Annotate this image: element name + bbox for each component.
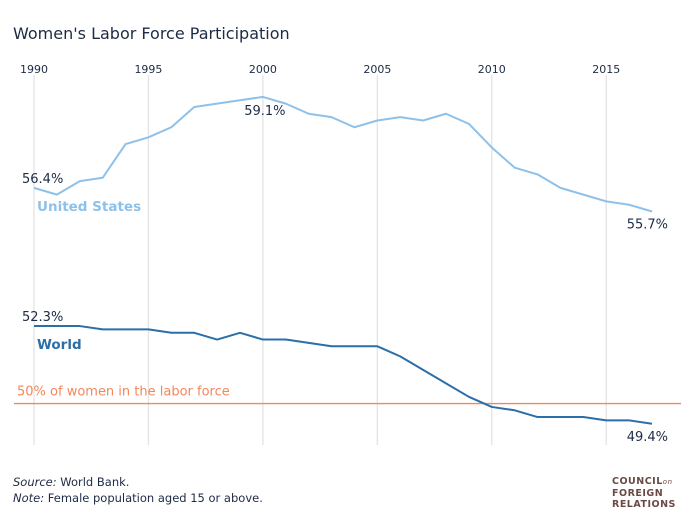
note-label: Note: xyxy=(13,491,45,505)
source-label: Source: xyxy=(13,475,57,489)
data-label: 52.3% xyxy=(22,310,63,325)
note-text: Female population aged 15 or above. xyxy=(44,491,263,505)
x-tick-label: 1995 xyxy=(134,63,162,76)
series-line-united-states xyxy=(33,95,653,213)
footnote: Note: Female population aged 15 or above… xyxy=(13,491,263,505)
reference-line-label: 50% of women in the labor force xyxy=(17,385,230,400)
source-text: World Bank. xyxy=(56,475,130,489)
source-note: Source: World Bank. xyxy=(13,475,129,489)
chart-title: Women's Labor Force Participation xyxy=(13,24,290,43)
x-tick-label: 2000 xyxy=(249,63,277,76)
series-label: United States xyxy=(37,199,141,215)
x-tick-label: 2005 xyxy=(363,63,391,76)
x-tick-label: 1990 xyxy=(20,63,48,76)
series-line-world xyxy=(34,325,653,425)
cfr-logo: COUNCILon FOREIGN RELATIONS xyxy=(612,476,676,510)
x-tick-label: 2010 xyxy=(478,63,506,76)
x-tick-label: 2015 xyxy=(592,63,620,76)
data-label: 55.7% xyxy=(627,217,668,232)
data-label: 56.4% xyxy=(22,172,63,187)
data-label: 49.4% xyxy=(627,430,668,445)
series-label: World xyxy=(37,337,82,353)
data-label: 59.1% xyxy=(244,104,285,119)
